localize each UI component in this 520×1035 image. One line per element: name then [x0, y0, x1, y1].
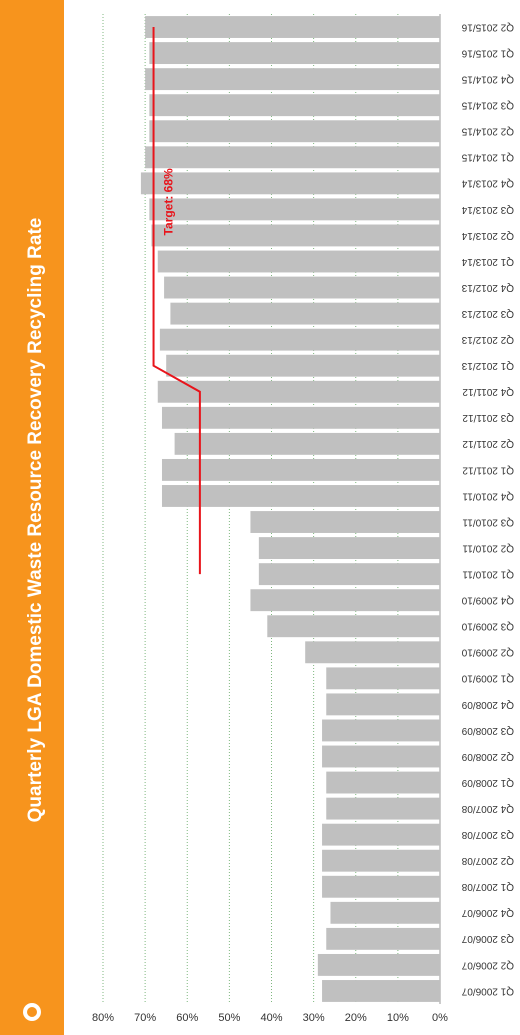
y-tick-label: 40%	[260, 1012, 282, 1024]
bar	[330, 901, 440, 924]
bar	[161, 485, 440, 507]
bar	[305, 641, 440, 664]
y-tick-label: 60%	[176, 1012, 198, 1024]
x-tick-label: Q2 2013/14	[461, 230, 514, 241]
bar	[250, 511, 440, 533]
x-tick-label: Q2 2014/15	[461, 126, 514, 137]
x-tick-label: Q4 2014/15	[461, 73, 514, 84]
x-tick-label: Q3 2009/10	[461, 621, 514, 632]
bar	[322, 745, 440, 768]
bar	[170, 302, 440, 325]
bar	[322, 875, 440, 898]
x-tick-label: Q3 2007/08	[461, 829, 514, 840]
x-tick-label: Q1 2011/12	[462, 464, 514, 475]
y-tick-label: 0%	[432, 1012, 448, 1024]
x-tick-label: Q1 2006/07	[461, 985, 514, 996]
y-tick-label: 20%	[345, 1012, 367, 1024]
bar	[326, 771, 440, 794]
x-tick-label: Q2 2009/10	[461, 647, 514, 658]
x-tick-label: Q3 2012/13	[461, 308, 514, 319]
annotation: Target: 68%	[162, 168, 176, 235]
x-tick-label: Q1 2014/15	[461, 152, 514, 163]
bar	[149, 120, 440, 143]
bar	[166, 354, 440, 377]
x-tick-label: Q2 2015/16	[461, 21, 514, 32]
bar	[161, 458, 440, 481]
bar	[174, 432, 441, 455]
x-tick-label: Q3 2013/14	[461, 204, 514, 215]
x-tick-label: Q1 2015/16	[461, 47, 514, 58]
bar	[317, 953, 440, 976]
bar	[151, 224, 440, 247]
x-tick-label: Q2 2008/09	[461, 751, 514, 762]
x-tick-label: Q1 2008/09	[461, 777, 514, 788]
bar	[326, 667, 440, 690]
bar	[326, 927, 440, 950]
x-tick-label: Q2 2012/13	[461, 334, 514, 345]
x-tick-label: Q1 2009/10	[461, 673, 514, 684]
x-tick-label: Q1 2007/08	[461, 881, 514, 892]
bar	[250, 589, 440, 612]
x-tick-label: Q4 2009/10	[461, 595, 514, 606]
bar	[258, 563, 440, 586]
bar	[322, 980, 440, 1002]
bar	[322, 823, 440, 846]
bar	[145, 68, 440, 91]
target-line	[152, 27, 201, 575]
x-tick-label: Q4 2007/08	[461, 803, 514, 814]
bar	[326, 693, 440, 716]
bar	[149, 198, 440, 221]
x-tick-label: Q3 2010/11	[462, 516, 514, 527]
bar	[326, 797, 440, 820]
bar	[157, 380, 440, 403]
x-tick-label: Q1 2010/11	[462, 568, 514, 579]
logo	[27, 1007, 37, 1017]
x-tick-label: Q3 2006/07	[461, 933, 514, 944]
bar	[322, 849, 440, 872]
y-tick-label: 80%	[92, 1012, 114, 1024]
y-tick-label: 50%	[218, 1012, 240, 1024]
bar	[149, 42, 440, 65]
x-tick-label: Q4 2010/11	[462, 490, 514, 501]
x-tick-label: Q2 2010/11	[462, 542, 514, 553]
bar	[164, 276, 441, 299]
x-tick-label: Q4 2006/07	[461, 907, 514, 918]
x-tick-label: Q2 2006/07	[461, 959, 514, 970]
x-tick-label: Q2 2011/12	[462, 438, 514, 449]
bar	[145, 16, 440, 38]
bar	[322, 719, 440, 742]
x-tick-label: Q4 2008/09	[461, 699, 514, 710]
x-tick-label: Q4 2011/12	[462, 386, 514, 397]
x-tick-label: Q1 2012/13	[461, 360, 514, 371]
bar	[157, 250, 440, 273]
bar	[159, 328, 440, 351]
x-tick-label: Q4 2013/14	[461, 178, 514, 189]
bar	[149, 94, 440, 117]
bar	[258, 537, 440, 560]
x-tick-label: Q4 2012/13	[461, 282, 514, 293]
y-tick-label: 30%	[303, 1012, 325, 1024]
x-tick-label: Q2 2007/08	[461, 855, 514, 866]
x-tick-label: Q3 2008/09	[461, 725, 514, 736]
x-tick-label: Q3 2011/12	[462, 412, 514, 423]
bar	[140, 172, 440, 195]
title-band	[0, 0, 64, 1035]
x-tick-label: Q1 2013/14	[461, 256, 514, 267]
bar	[267, 615, 440, 638]
bar	[145, 146, 440, 169]
y-tick-label: 70%	[134, 1012, 156, 1024]
y-tick-label: 10%	[387, 1012, 409, 1024]
bar	[161, 406, 440, 429]
x-tick-label: Q3 2014/15	[461, 100, 514, 111]
chart-title: Quarterly LGA Domestic Waste Resource Re…	[25, 218, 46, 823]
